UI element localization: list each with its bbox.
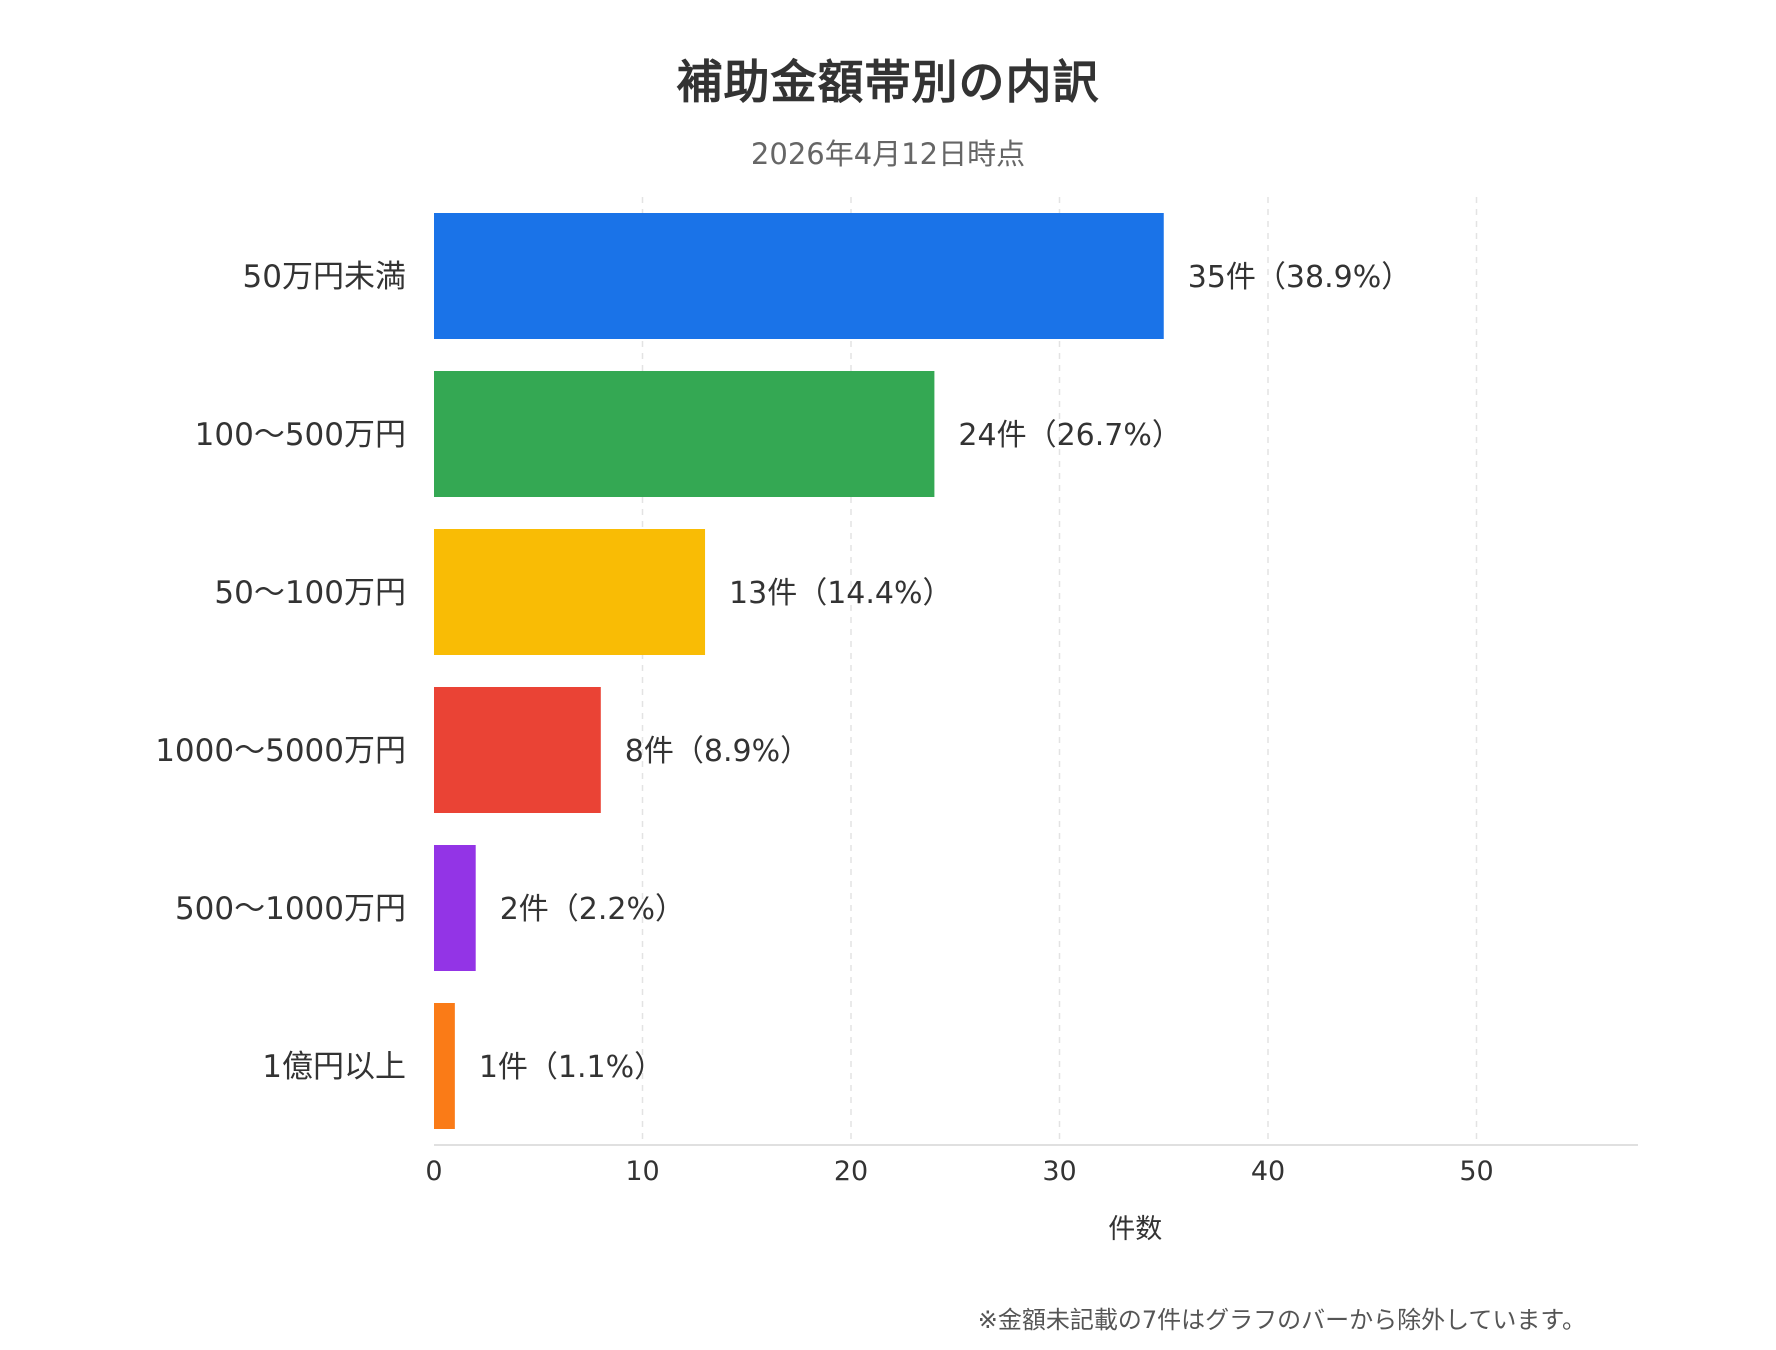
x-tick-label: 30	[1042, 1156, 1076, 1187]
bar	[434, 529, 706, 655]
data-label: 13件（14.4%）	[729, 576, 952, 611]
chart-title: 補助金額帯別の内訳	[676, 55, 1100, 109]
bar	[434, 687, 601, 813]
category-label: 1億円以上	[262, 1049, 406, 1085]
data-label: 35件（38.9%）	[1188, 260, 1411, 295]
category-label: 100〜500万円	[195, 417, 406, 453]
bar	[434, 213, 1164, 339]
chart-subtitle: 2026年4月12日時点	[750, 137, 1026, 171]
footnote: ※金額未記載の7件はグラフのバーから除外しています。	[977, 1306, 1586, 1334]
category-label: 1000〜5000万円	[155, 733, 406, 769]
x-tick-label: 10	[625, 1156, 659, 1187]
data-label: 24件（26.7%）	[958, 418, 1181, 453]
category-label: 500〜1000万円	[175, 891, 406, 927]
bar	[434, 371, 935, 497]
category-label: 50万円未満	[243, 259, 406, 295]
x-tick-label: 0	[425, 1156, 442, 1187]
bar	[434, 845, 476, 971]
category-label: 50〜100万円	[214, 575, 406, 611]
x-tick-label: 40	[1251, 1156, 1285, 1187]
x-tick-label: 20	[834, 1156, 868, 1187]
x-axis-title: 件数	[1108, 1214, 1162, 1245]
x-tick-label: 50	[1459, 1156, 1493, 1187]
data-label: 2件（2.2%）	[500, 892, 685, 927]
data-label: 8件（8.9%）	[625, 734, 810, 769]
bar	[434, 1003, 455, 1129]
data-label: 1件（1.1%）	[479, 1050, 664, 1085]
